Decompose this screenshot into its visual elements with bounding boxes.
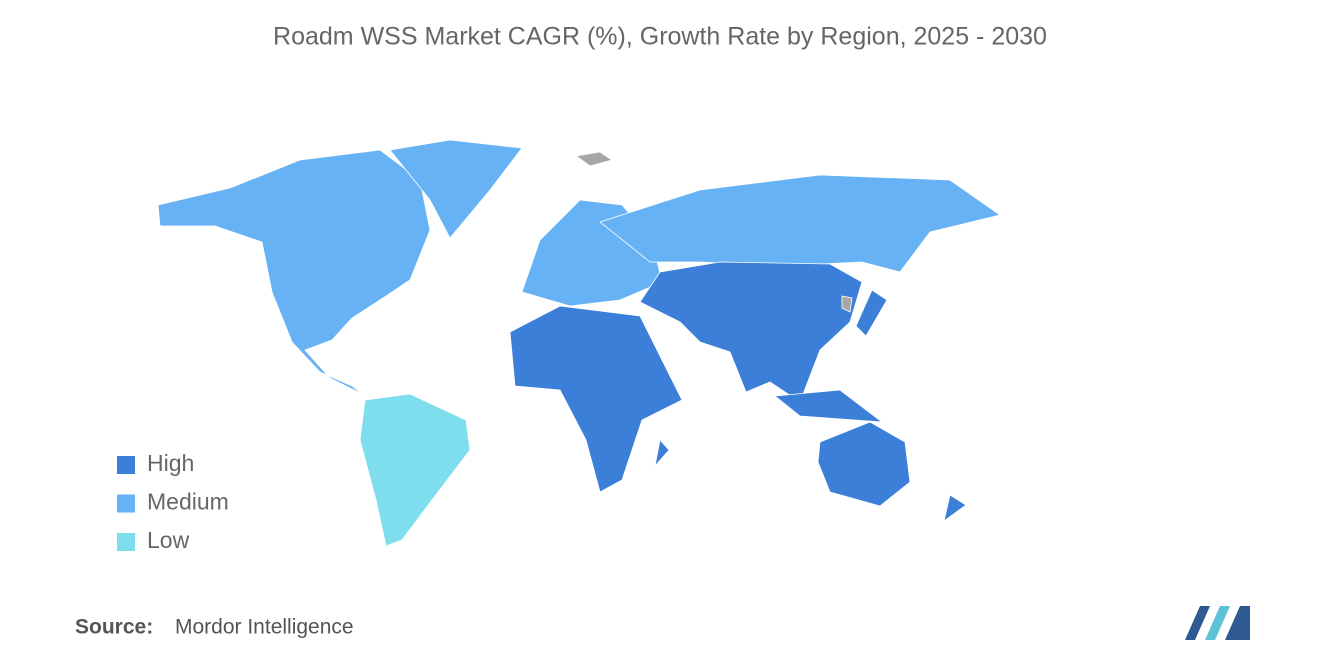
source-name: Mordor Intelligence <box>175 616 354 639</box>
greenland <box>389 139 523 239</box>
asia <box>639 261 863 403</box>
north-america <box>157 149 431 395</box>
new-zealand <box>943 494 967 522</box>
legend: High Medium Low <box>117 450 229 553</box>
svalbard <box>574 151 613 167</box>
korea <box>841 295 853 313</box>
title: Roadm WSS Market CAGR (%), Growth Rate b… <box>273 23 1047 51</box>
legend-swatch <box>117 456 135 474</box>
legend-label: High <box>147 450 194 476</box>
south-america <box>359 393 471 547</box>
japan <box>855 289 888 337</box>
russia <box>599 174 1001 273</box>
legend-label: Medium <box>147 489 229 515</box>
legend-swatch <box>117 494 135 513</box>
logo <box>1185 606 1250 640</box>
world-map <box>157 139 1001 547</box>
legend-label: Low <box>147 527 190 553</box>
madagascar <box>654 439 670 468</box>
africa <box>509 305 683 493</box>
legend-swatch <box>117 533 135 551</box>
indonesia <box>773 389 884 423</box>
australia <box>817 421 911 507</box>
source-label: Source: <box>75 616 153 639</box>
